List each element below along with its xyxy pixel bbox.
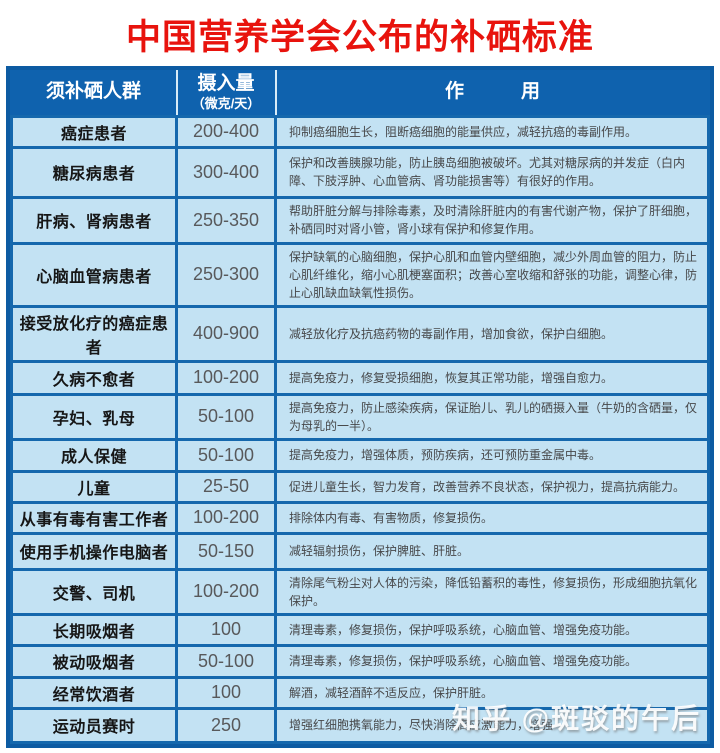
effect-cell: 增强红细胞携氧能力，尽快消除高应激能力，增强	[274, 706, 710, 744]
group-cell: 接受放化疗的癌症患者	[10, 304, 178, 363]
intake-cell: 100	[175, 675, 277, 710]
intake-cell: 300-400	[175, 145, 277, 199]
table-header-row: 须补硒人群 摄入量 （微克/天） 作 用	[11, 70, 709, 118]
group-cell: 从事有毒有害工作者	[10, 500, 178, 535]
intake-cell: 100	[175, 612, 277, 647]
effect-cell: 帮助肝脏分解与排除毒素，及时清除肝脏内的有害代谢产物，保护了肝细胞，补硒同时对肾…	[274, 195, 710, 245]
effect-cell: 解酒，减轻酒醉不适反应，保护肝脏。	[274, 675, 710, 710]
table-row: 癌症患者 200-400 抑制癌细胞生长，阻断癌细胞的能量供应，减轻抗癌的毒副作用。	[10, 114, 710, 149]
group-cell: 糖尿病患者	[10, 145, 178, 199]
group-cell: 久病不愈者	[10, 359, 178, 396]
selenium-table-wrap: 须补硒人群 摄入量 （微克/天） 作 用 癌症患者 200-400 抑制癌细胞生长，…	[6, 66, 714, 748]
header-cell-group: 须补硒人群	[11, 70, 177, 118]
intake-cell: 250-350	[175, 195, 277, 245]
group-cell: 儿童	[10, 469, 178, 504]
table-row: 长期吸烟者 100 清理毒素，修复损伤，保护呼吸系统，心脑血管、增强免疫功能。	[10, 612, 710, 647]
group-cell: 使用手机操作电脑者	[10, 531, 178, 571]
intake-cell: 50-100	[175, 392, 277, 441]
table-row: 使用手机操作电脑者 50-150 减轻辐射损伤，保护脾脏、肝脏。	[10, 531, 710, 571]
table-body: 癌症患者 200-400 抑制癌细胞生长，阻断癌细胞的能量供应，减轻抗癌的毒副作用。…	[10, 114, 710, 744]
table-row: 糖尿病患者 300-400 保护和改善胰腺功能，防止胰岛细胞被破坏。尤其对糖尿病的并…	[10, 145, 710, 199]
table-row: 接受放化疗的癌症患者 400-900 减轻放化疗及抗癌药物的毒副作用，增加食欲，保护…	[10, 304, 710, 363]
intake-cell: 100-200	[175, 567, 277, 616]
intake-cell: 200-400	[175, 114, 277, 149]
effect-cell: 促进儿童生长，智力发育，改善营养不良状态，保护视力，提高抗病能力。	[274, 469, 710, 504]
group-cell: 被动吸烟者	[10, 643, 178, 679]
intake-cell: 250	[175, 706, 277, 744]
group-cell: 交警、司机	[10, 567, 178, 616]
intake-cell: 400-900	[175, 304, 277, 363]
intake-cell: 50-100	[175, 643, 277, 679]
group-cell: 心脑血管病患者	[10, 241, 178, 308]
effect-cell: 排除体内有毒、有害物质，修复损伤。	[274, 500, 710, 535]
group-cell: 成人保健	[10, 437, 178, 473]
intake-cell: 50-150	[175, 531, 277, 571]
effect-cell: 清除尾气粉尘对人体的污染，降低铅蓄积的毒性，修复损伤，形成细胞抗氧化保护。	[274, 567, 710, 616]
table-row: 成人保健 50-100 提高免疫力，增强体质，预防疾病，还可预防重金属中毒。	[10, 437, 710, 473]
effect-cell: 清理毒素，修复损伤，保护呼吸系统，心脑血管、增强免疫功能。	[274, 643, 710, 679]
page-title: 中国营养学会公布的补硒标准	[125, 17, 594, 57]
effect-cell: 减轻辐射损伤，保护脾脏、肝脏。	[274, 531, 710, 571]
table-row: 经常饮酒者 100 解酒，减轻酒醉不适反应，保护肝脏。	[10, 675, 710, 710]
table-row: 运动员赛时 250 增强红细胞携氧能力，尽快消除高应激能力，增强	[10, 706, 710, 744]
group-cell: 癌症患者	[10, 114, 178, 149]
intake-cell: 100-200	[175, 359, 277, 396]
header-intake-unit: （微克/天）	[191, 95, 261, 111]
header-group-label: 须补硒人群	[45, 80, 141, 102]
table-row: 久病不愈者 100-200 提高免疫力，修复受损细胞，恢复其正常功能，增强自愈力。	[10, 359, 710, 396]
effect-cell: 减轻放化疗及抗癌药物的毒副作用，增加食欲，保护白细胞。	[274, 304, 710, 363]
effect-cell: 保护和改善胰腺功能，防止胰岛细胞被破坏。尤其对糖尿病的并发症（白内障、下肢浮肿、…	[274, 145, 710, 199]
group-cell: 运动员赛时	[10, 706, 178, 744]
group-cell: 孕妇、乳母	[10, 392, 178, 441]
effect-cell: 提高免疫力，增强体质，预防疾病，还可预防重金属中毒。	[274, 437, 710, 473]
header-cell-intake: 摄入量 （微克/天）	[175, 70, 276, 118]
table-row: 被动吸烟者 50-100 清理毒素，修复损伤，保护呼吸系统，心脑血管、增强免疫功能。	[10, 643, 710, 679]
table-row: 从事有毒有害工作者 100-200 排除体内有毒、有害物质，修复损伤。	[10, 500, 710, 535]
title-bar: 中国营养学会公布的补硒标准	[0, 0, 720, 66]
header-effect-label: 作 用	[444, 80, 540, 102]
effect-cell: 保护缺氧的心脑细胞，保护心肌和血管内壁细胞，减少外周血管的阻力，防止心肌纤维化，…	[274, 241, 710, 308]
effect-cell: 提高免疫力，防止感染疾病，保证胎儿、乳儿的硒摄入量（牛奶的含硒量，仅为母乳的一半…	[274, 392, 710, 441]
header-cell-effect: 作 用	[274, 70, 709, 118]
group-cell: 经常饮酒者	[10, 675, 178, 710]
table-row: 交警、司机 100-200 清除尾气粉尘对人体的污染，降低铅蓄积的毒性，修复损伤，形…	[10, 567, 710, 616]
group-cell: 肝病、肾病患者	[10, 195, 178, 245]
table-row: 肝病、肾病患者 250-350 帮助肝脏分解与排除毒素，及时清除肝脏内的有害代谢产物…	[10, 195, 710, 245]
intake-cell: 25-50	[175, 469, 277, 504]
table-row: 心脑血管病患者 250-300 保护缺氧的心脑细胞，保护心肌和血管内壁细胞，减少外周…	[10, 241, 710, 308]
group-cell: 长期吸烟者	[10, 612, 178, 647]
intake-cell: 100-200	[175, 500, 277, 535]
table-row: 儿童 25-50 促进儿童生长，智力发育，改善营养不良状态，保护视力，提高抗病能力。	[10, 469, 710, 504]
header-intake-label: 摄入量	[197, 73, 255, 95]
effect-cell: 提高免疫力，修复受损细胞，恢复其正常功能，增强自愈力。	[274, 359, 710, 396]
table-row: 孕妇、乳母 50-100 提高免疫力，防止感染疾病，保证胎儿、乳儿的硒摄入量（牛奶的…	[10, 392, 710, 441]
intake-cell: 50-100	[175, 437, 277, 473]
selenium-standard-table: 须补硒人群 摄入量 （微克/天） 作 用 癌症患者 200-400 抑制癌细胞生长，…	[10, 70, 710, 744]
effect-cell: 清理毒素，修复损伤，保护呼吸系统，心脑血管、增强免疫功能。	[274, 612, 710, 647]
watermark: 知乎 @斑驳的午后	[452, 703, 702, 734]
intake-cell: 250-300	[175, 241, 277, 308]
effect-cell: 抑制癌细胞生长，阻断癌细胞的能量供应，减轻抗癌的毒副作用。	[274, 114, 710, 149]
